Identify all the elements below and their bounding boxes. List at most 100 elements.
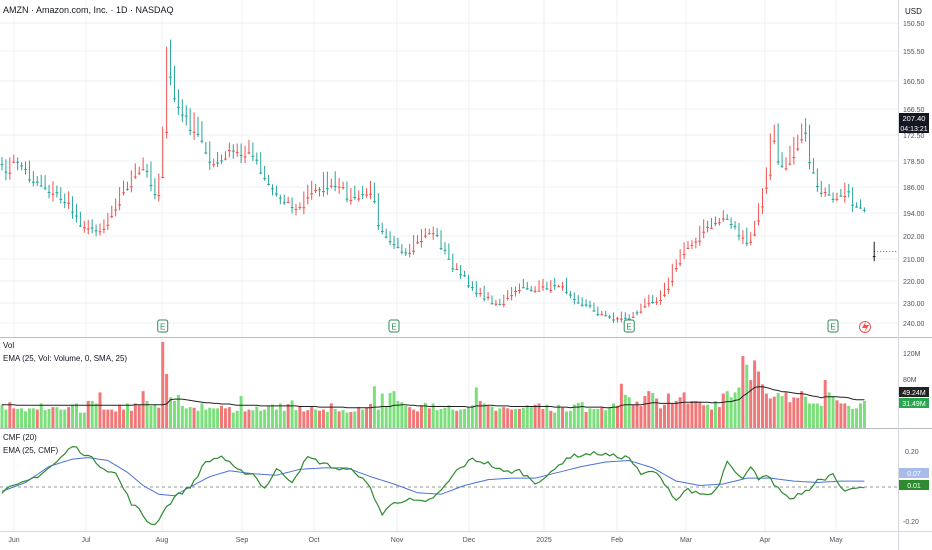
price-axis[interactable]: 150.50 155.50 160.50 166.50 172.50 178.50 186.… [903, 21, 925, 328]
candle[interactable] [537, 280, 541, 292]
candle[interactable] [776, 123, 780, 166]
candle[interactable] [126, 181, 129, 191]
candle[interactable] [823, 187, 827, 197]
candle[interactable] [525, 282, 529, 291]
candle[interactable] [282, 194, 286, 205]
candle[interactable] [314, 183, 317, 194]
candle[interactable] [663, 282, 666, 298]
candle[interactable] [133, 163, 137, 180]
candle[interactable] [177, 89, 180, 115]
candle[interactable] [420, 228, 423, 248]
candle[interactable] [31, 171, 35, 187]
candle[interactable] [819, 180, 823, 197]
candle[interactable] [435, 227, 439, 238]
candle[interactable] [79, 211, 82, 227]
candle[interactable] [290, 197, 294, 214]
candle[interactable] [388, 231, 392, 246]
candle[interactable] [792, 136, 796, 165]
candle[interactable] [529, 285, 533, 292]
candle[interactable] [12, 154, 16, 164]
candle[interactable] [184, 105, 188, 126]
candle[interactable] [565, 277, 568, 295]
candle[interactable] [710, 217, 713, 230]
candle[interactable] [86, 219, 90, 235]
candle[interactable] [24, 161, 27, 175]
candle[interactable] [812, 158, 815, 174]
candle[interactable] [369, 181, 372, 200]
candle[interactable] [345, 181, 349, 203]
candle[interactable] [75, 203, 78, 223]
candle[interactable] [153, 178, 157, 200]
candle[interactable] [651, 295, 655, 304]
candle[interactable] [212, 158, 216, 168]
vol-pane-subtitle[interactable]: EMA (25, Vol: Volume, 0, SMA, 25) [3, 354, 127, 363]
candle[interactable] [337, 177, 341, 194]
candle[interactable] [733, 221, 737, 230]
candle[interactable] [59, 187, 63, 204]
candle[interactable] [294, 203, 298, 216]
candle[interactable] [427, 228, 431, 235]
candle[interactable] [431, 226, 435, 240]
candle[interactable] [271, 184, 274, 196]
candle[interactable] [145, 163, 149, 178]
candle[interactable] [94, 224, 98, 237]
candle[interactable] [447, 243, 451, 260]
candle[interactable] [208, 141, 212, 170]
candle[interactable] [365, 188, 368, 198]
candle[interactable] [173, 65, 176, 103]
candle[interactable] [235, 143, 239, 157]
price-tick-label[interactable]: 240.00 [903, 321, 925, 328]
price-tick-label[interactable]: 220.00 [903, 279, 925, 286]
candle[interactable] [549, 280, 553, 294]
candle[interactable] [451, 253, 455, 273]
candle[interactable] [349, 187, 353, 205]
candle[interactable] [714, 216, 717, 226]
time-axis[interactable]: Jun Jul Aug Sep Oct Nov Dec 2025 Feb Mar Apr May [8, 537, 843, 544]
candle[interactable] [114, 198, 118, 217]
time-tick-label[interactable]: Jul [82, 537, 91, 544]
candle[interactable] [694, 237, 698, 249]
candle[interactable] [392, 235, 396, 250]
candle[interactable] [796, 134, 800, 152]
candle[interactable] [416, 235, 419, 244]
price-tick-label[interactable]: 150.50 [903, 21, 925, 28]
candle[interactable] [396, 237, 400, 249]
time-tick-label[interactable]: Feb [611, 537, 623, 544]
candle[interactable] [192, 112, 196, 141]
price-tick-label[interactable]: 194.00 [903, 211, 925, 218]
candle[interactable] [784, 157, 788, 171]
candle[interactable] [423, 228, 427, 239]
candle[interactable] [800, 123, 804, 144]
price-tick-label[interactable]: 210.00 [903, 257, 925, 264]
candle[interactable] [35, 175, 39, 186]
candle[interactable] [553, 278, 557, 290]
candle[interactable] [561, 281, 564, 291]
candle[interactable] [467, 274, 470, 289]
candle[interactable] [361, 185, 365, 200]
earnings-marker[interactable]: E [827, 319, 839, 333]
candle[interactable] [43, 175, 47, 191]
candle[interactable] [576, 294, 580, 304]
time-tick-label[interactable]: May [829, 537, 843, 544]
candle[interactable] [263, 165, 267, 181]
candle[interactable] [165, 46, 169, 139]
candle[interactable] [541, 278, 545, 291]
candle[interactable] [380, 222, 384, 235]
candle[interactable] [141, 157, 145, 171]
candle[interactable] [298, 202, 302, 211]
candle[interactable] [322, 171, 325, 197]
vol-pane-title[interactable]: Vol [3, 341, 14, 350]
candle[interactable] [815, 168, 819, 192]
candle[interactable] [384, 228, 388, 239]
candle[interactable] [510, 287, 513, 301]
candle[interactable] [255, 152, 259, 165]
candle[interactable] [639, 303, 643, 314]
candle[interactable] [690, 240, 694, 250]
time-tick-label[interactable]: Mar [680, 537, 693, 544]
candle[interactable] [717, 218, 721, 226]
candle[interactable] [847, 183, 851, 198]
candle[interactable] [243, 145, 247, 163]
earnings-marker[interactable]: E [623, 319, 635, 333]
candle[interactable] [518, 283, 521, 294]
